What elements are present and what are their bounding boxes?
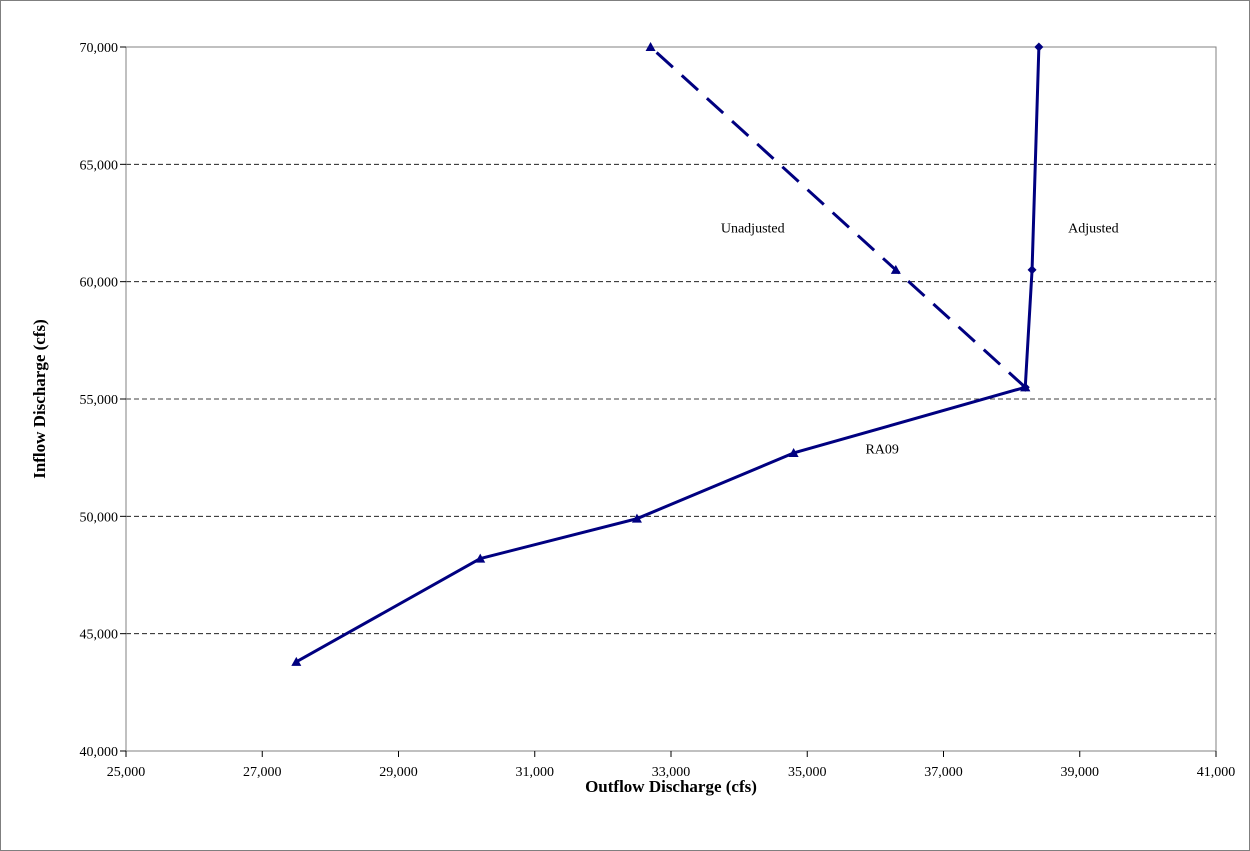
series-line-adjusted [1023,46,1041,388]
grid-lines [126,163,1216,635]
y-tick-label: 45,000 [80,628,119,643]
x-tick-label: 41,000 [1197,765,1236,780]
series-point-ra09 [475,553,486,563]
series-point-adjusted [1027,265,1037,275]
axis-ticks: 40,000 45,000 50,000 55,000 60,000 65,000 70,0… [80,41,1236,780]
series-point-adjusted [1034,42,1044,52]
x-tick-label: 31,000 [516,765,555,780]
x-tick-label: 35,000 [788,765,827,780]
y-tick-label: 65,000 [80,158,119,173]
series-point-adjusted [1020,382,1030,392]
series-markers [291,42,1044,666]
annotation-label: Adjusted [1068,222,1119,237]
series-line-unadjusted [649,45,1027,389]
y-tick-label: 40,000 [80,745,119,760]
x-tick-label: 37,000 [924,765,963,780]
y-tick-label: 60,000 [80,276,119,291]
annotations: Unadjusted Adjusted RA09 [721,222,1119,458]
y-tick-label: 50,000 [80,510,119,525]
y-tick-label: 55,000 [80,393,119,408]
series-point-ra09 [291,656,302,666]
series-line-ra09 [295,385,1026,664]
x-tick-label: 29,000 [379,765,418,780]
y-tick-label: 70,000 [80,41,119,56]
series-lines [295,45,1041,664]
series-point-ra09 [788,447,799,457]
x-tick-label: 25,000 [107,765,146,780]
series-point-ra09 [631,513,642,523]
annotation-label: RA09 [865,442,898,457]
y-axis-title: Inflow Discharge (cfs) [30,319,49,479]
x-axis-title: Outflow Discharge (cfs) [585,777,757,796]
x-tick-label: 33,000 [652,765,691,780]
series-point-unadjusted [645,42,656,51]
annotation-label: Unadjusted [721,222,785,237]
x-tick-label: 27,000 [243,765,282,780]
series-point-unadjusted [890,264,901,274]
x-tick-label: 39,000 [1061,765,1100,780]
